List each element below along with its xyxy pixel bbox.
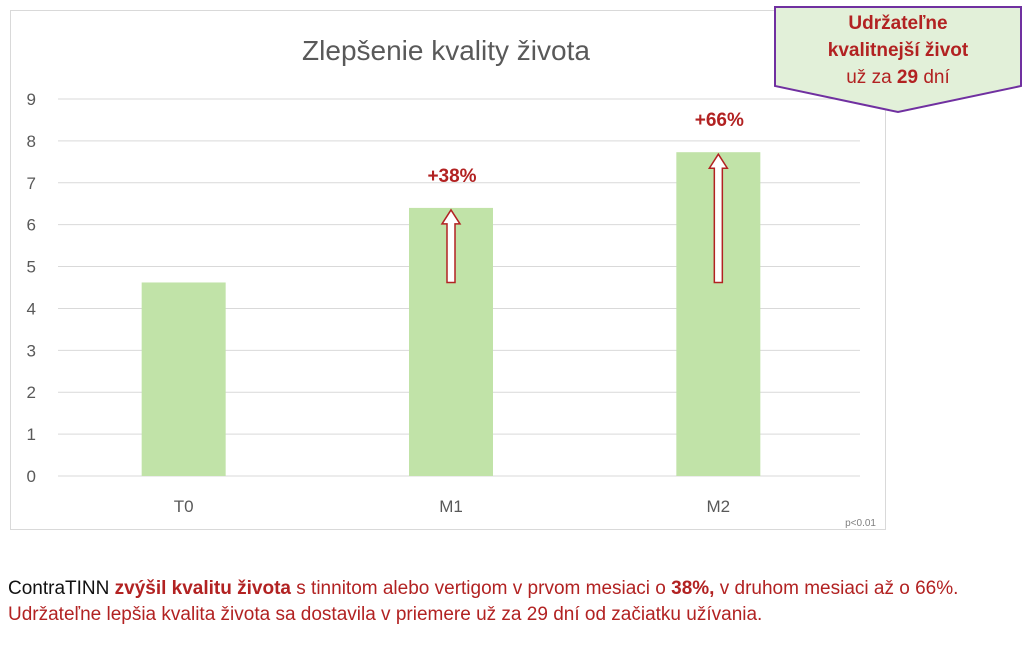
caption-bold2: 38%, xyxy=(671,578,715,599)
y-tick-label: 8 xyxy=(27,132,36,151)
brand-name: ContraTINN xyxy=(8,578,110,599)
increase-arrow-M2 xyxy=(707,152,729,284)
y-tick-label: 0 xyxy=(27,467,36,486)
footnote: p<0.01 xyxy=(845,518,876,529)
caption-text2: v druhom mesiaci až o 66%. Udržateľne le… xyxy=(8,578,959,625)
data-label-M1: +38% xyxy=(427,166,476,187)
y-tick-label: 3 xyxy=(27,341,36,360)
bar-chart: Zlepšenie kvality života 0 1 2 3 4 5 6 7 8 9 T0 M1 +3… xyxy=(27,35,877,529)
increase-arrow-M1 xyxy=(440,208,462,284)
caption-text1: s tinnitom alebo vertigom v prvom mesiac… xyxy=(291,578,672,599)
bar-T0 xyxy=(141,282,226,476)
callout-line2: kvalitnejší život xyxy=(827,40,969,61)
callout-line3-post: dní xyxy=(918,67,950,88)
caption-bold1: zvýšil kvalitu života xyxy=(114,578,291,599)
callout-line1: Udržateľne xyxy=(848,13,948,34)
x-tick-label: M2 xyxy=(707,497,731,516)
callout-badge: Udržateľne kvalitnejší život už za 29 dn… xyxy=(774,6,1022,114)
y-tick-label: 2 xyxy=(27,383,36,402)
caption: ContraTINN zvýšil kvalitu života s tinni… xyxy=(8,576,1018,628)
data-label-M2: +66% xyxy=(695,110,744,131)
y-tick-label: 7 xyxy=(27,174,36,193)
callout-days: 29 xyxy=(896,67,919,88)
y-tick-label: 4 xyxy=(27,299,36,318)
callout-line3-pre: už za xyxy=(846,67,897,88)
y-tick-label: 6 xyxy=(27,216,36,235)
callout-shape xyxy=(774,6,1022,114)
y-tick-label: 5 xyxy=(27,258,36,277)
x-tick-label: T0 xyxy=(174,497,194,516)
y-tick-label: 9 xyxy=(27,90,36,109)
x-tick-label: M1 xyxy=(439,497,463,516)
y-tick-label: 1 xyxy=(27,425,36,444)
chart-frame xyxy=(10,10,886,530)
chart-title: Zlepšenie kvality života xyxy=(302,35,590,66)
